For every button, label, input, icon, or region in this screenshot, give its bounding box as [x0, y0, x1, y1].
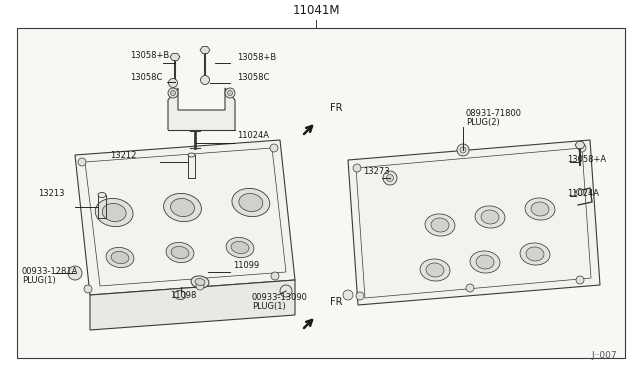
Circle shape	[196, 282, 204, 290]
Circle shape	[457, 144, 469, 156]
Circle shape	[343, 290, 353, 300]
Text: FR: FR	[330, 103, 342, 113]
Circle shape	[78, 158, 86, 166]
Text: PLUG(1): PLUG(1)	[252, 301, 285, 311]
Ellipse shape	[111, 251, 129, 264]
Circle shape	[270, 144, 278, 152]
Polygon shape	[75, 140, 295, 295]
Ellipse shape	[425, 214, 455, 236]
Ellipse shape	[95, 198, 133, 227]
Text: 11024A: 11024A	[237, 131, 269, 141]
Ellipse shape	[426, 263, 444, 277]
Circle shape	[578, 144, 586, 152]
Text: 13273: 13273	[363, 167, 390, 176]
Polygon shape	[575, 141, 585, 148]
Ellipse shape	[164, 193, 202, 222]
Polygon shape	[90, 280, 295, 330]
Ellipse shape	[166, 243, 194, 263]
Text: 13213: 13213	[38, 189, 65, 198]
Circle shape	[227, 90, 232, 96]
Text: 13058+A: 13058+A	[567, 155, 606, 164]
Circle shape	[271, 272, 279, 280]
Text: J··007: J··007	[591, 350, 617, 359]
Ellipse shape	[102, 203, 126, 222]
Ellipse shape	[174, 291, 186, 299]
Polygon shape	[200, 46, 210, 54]
Text: 08931-71800: 08931-71800	[466, 109, 522, 118]
Text: 11099: 11099	[233, 262, 259, 270]
Ellipse shape	[420, 259, 450, 281]
Circle shape	[466, 284, 474, 292]
Text: 00933-1281A: 00933-1281A	[22, 267, 78, 276]
Ellipse shape	[526, 247, 544, 261]
Polygon shape	[170, 54, 180, 61]
Polygon shape	[348, 140, 600, 305]
Circle shape	[460, 147, 466, 153]
Ellipse shape	[98, 192, 106, 198]
Ellipse shape	[106, 247, 134, 267]
Ellipse shape	[171, 246, 189, 259]
Circle shape	[84, 285, 92, 293]
Text: 13058C: 13058C	[130, 73, 163, 81]
Text: 11024A: 11024A	[567, 189, 599, 198]
Circle shape	[576, 276, 584, 284]
Text: FR: FR	[330, 297, 342, 307]
Ellipse shape	[231, 241, 249, 254]
Circle shape	[383, 171, 397, 185]
Ellipse shape	[188, 153, 195, 157]
Ellipse shape	[520, 243, 550, 265]
Polygon shape	[168, 88, 235, 130]
Ellipse shape	[431, 218, 449, 232]
Ellipse shape	[195, 279, 205, 286]
Circle shape	[168, 88, 178, 98]
Ellipse shape	[525, 198, 555, 220]
Ellipse shape	[481, 210, 499, 224]
Circle shape	[68, 266, 82, 280]
Circle shape	[577, 189, 584, 196]
Ellipse shape	[470, 251, 500, 273]
Ellipse shape	[531, 202, 549, 216]
Circle shape	[387, 174, 394, 182]
Text: 13058+B: 13058+B	[130, 51, 169, 60]
Circle shape	[356, 292, 364, 300]
Text: 13058+B: 13058+B	[237, 52, 276, 61]
Circle shape	[225, 88, 235, 98]
Ellipse shape	[239, 193, 263, 212]
Text: 13058C: 13058C	[237, 74, 269, 83]
Text: 11098: 11098	[170, 292, 196, 301]
Circle shape	[353, 164, 361, 172]
Text: 00933-13090: 00933-13090	[252, 292, 308, 301]
Circle shape	[280, 285, 292, 297]
Text: 13212: 13212	[110, 151, 136, 160]
Circle shape	[168, 78, 177, 87]
Ellipse shape	[475, 206, 505, 228]
Text: PLUG(2): PLUG(2)	[466, 118, 500, 126]
Circle shape	[200, 76, 209, 84]
Ellipse shape	[191, 276, 209, 288]
Text: PLUG(1): PLUG(1)	[22, 276, 56, 285]
Bar	[17, 28, 625, 358]
Text: 11041M: 11041M	[292, 3, 340, 16]
Ellipse shape	[170, 198, 195, 217]
Circle shape	[170, 90, 175, 96]
Ellipse shape	[232, 188, 269, 217]
Ellipse shape	[226, 237, 254, 257]
Ellipse shape	[476, 255, 494, 269]
